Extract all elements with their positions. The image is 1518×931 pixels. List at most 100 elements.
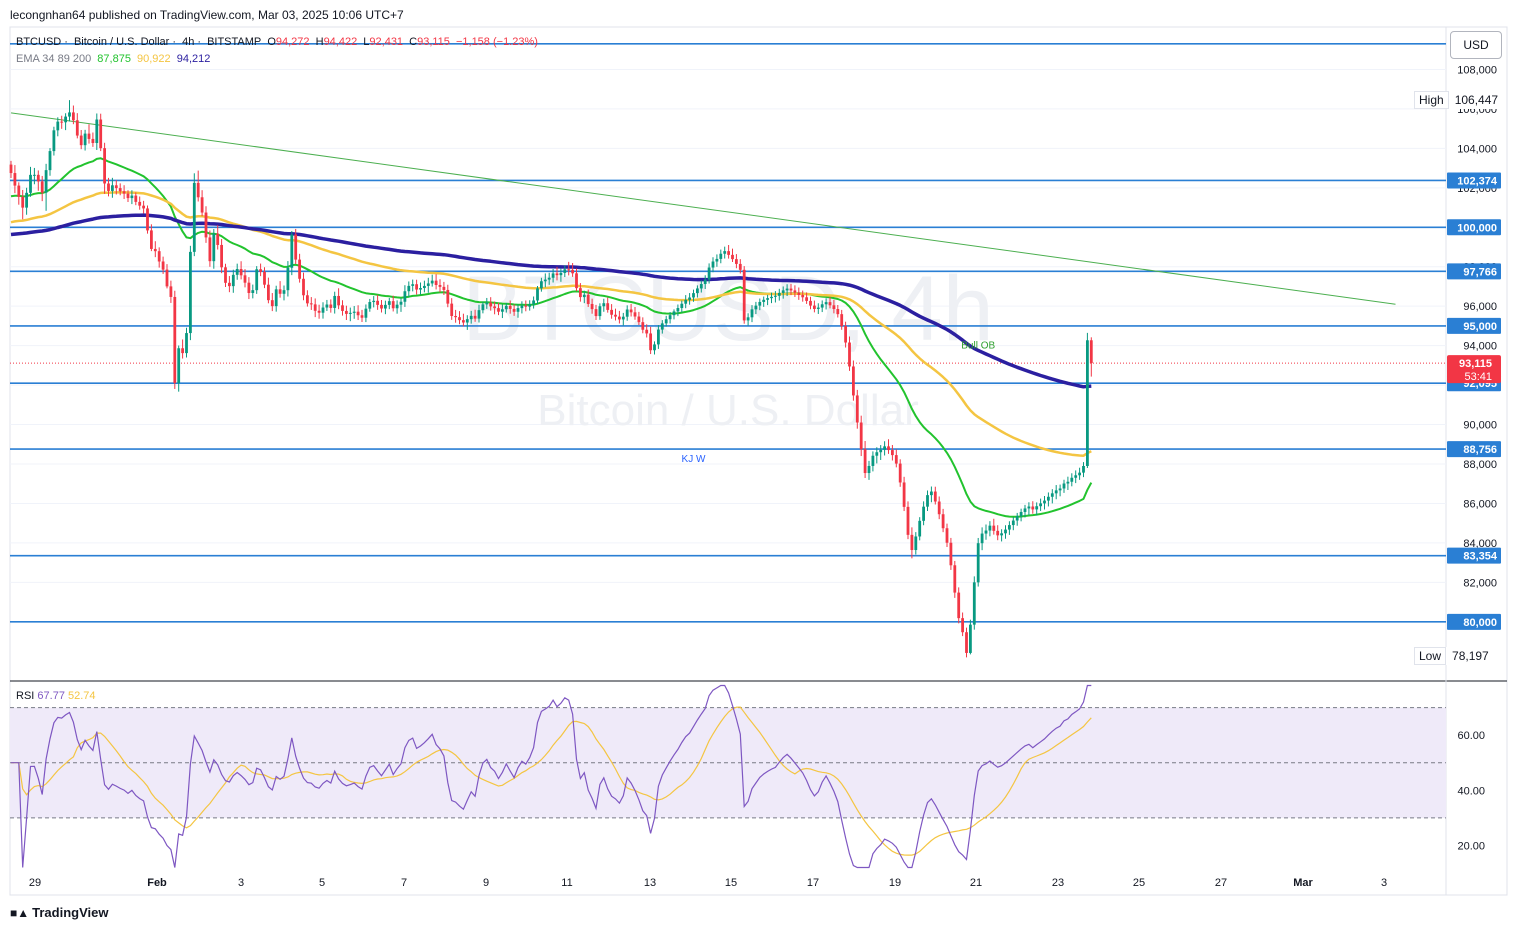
candle-body bbox=[493, 306, 496, 309]
candle-body bbox=[914, 536, 918, 551]
candle-body bbox=[267, 284, 270, 301]
candle-body bbox=[317, 310, 321, 313]
candle-body bbox=[501, 309, 504, 312]
currency-button[interactable]: USD bbox=[1450, 31, 1502, 59]
candle-body bbox=[173, 296, 177, 384]
rsi-value: 67.77 bbox=[37, 690, 65, 702]
candle-body bbox=[610, 309, 613, 315]
descending-trendline bbox=[10, 112, 1396, 305]
tradingview-footer[interactable]: ■▲ TradingView bbox=[10, 905, 108, 920]
candle-body bbox=[1089, 340, 1093, 364]
candle-body bbox=[274, 289, 278, 307]
candle-body bbox=[625, 309, 629, 317]
candle-body bbox=[150, 230, 153, 249]
candle-body bbox=[1074, 475, 1078, 478]
rsi-line bbox=[11, 684, 1092, 869]
candle-body bbox=[36, 174, 40, 182]
rsi-legend[interactable]: RSI 67.77 52.74 bbox=[16, 690, 96, 702]
candle-body bbox=[348, 312, 352, 314]
candle-body bbox=[56, 121, 60, 131]
candle-body bbox=[107, 183, 110, 191]
rsi-ma-line bbox=[11, 706, 1092, 856]
candle-body bbox=[79, 135, 83, 146]
rsi-label: RSI bbox=[16, 690, 35, 702]
candle-body bbox=[9, 164, 13, 174]
candle-body bbox=[996, 530, 1000, 536]
candle-body bbox=[594, 309, 598, 317]
candle-body bbox=[1050, 493, 1054, 497]
candle-body bbox=[341, 305, 344, 311]
candle-body bbox=[384, 304, 387, 309]
low-marker: Low 78,197 bbox=[1414, 647, 1489, 666]
level-price-text: 83,354 bbox=[1463, 551, 1498, 563]
ema-legend[interactable]: EMA 34 89 200 87,875 90,922 94,212 bbox=[16, 53, 213, 65]
candle-body bbox=[91, 138, 95, 144]
price-tick-label: 94,000 bbox=[1463, 341, 1497, 353]
candle-body bbox=[540, 281, 543, 289]
candle-body bbox=[228, 282, 231, 287]
candle-body bbox=[185, 333, 188, 354]
candle-body bbox=[235, 268, 239, 275]
candle-body bbox=[434, 280, 438, 285]
candle-body bbox=[618, 316, 621, 320]
candle-body bbox=[633, 312, 637, 317]
candle-body bbox=[719, 253, 723, 259]
open-value: 94,272 bbox=[275, 36, 310, 48]
candle-body bbox=[25, 192, 28, 208]
rsi-ma-value: 52.74 bbox=[68, 690, 96, 702]
candle-body bbox=[742, 269, 746, 321]
candle-body bbox=[750, 309, 754, 318]
candle-body bbox=[984, 530, 988, 534]
symbol-legend[interactable]: BTCUSD · Bitcoin / U.S. Dollar · 4h · BITST… bbox=[16, 36, 538, 48]
candle-body bbox=[231, 274, 235, 287]
candle-body bbox=[988, 525, 992, 531]
candle-body bbox=[224, 267, 227, 283]
time-tick-label: 11 bbox=[561, 877, 572, 889]
candle-body bbox=[126, 193, 130, 199]
candle-body bbox=[543, 279, 547, 282]
candle-body bbox=[629, 309, 633, 313]
candle-body bbox=[1000, 533, 1003, 536]
candle-body bbox=[103, 148, 106, 184]
candle-body bbox=[746, 317, 750, 321]
candle-body bbox=[450, 303, 454, 316]
time-tick-label: 13 bbox=[644, 877, 656, 889]
time-tick-label: Feb bbox=[147, 877, 167, 889]
watermark-ticker: BTCUSD, 4h bbox=[462, 258, 994, 360]
candle-body bbox=[930, 491, 933, 496]
time-tick-label: 17 bbox=[807, 877, 819, 889]
candle-body bbox=[645, 329, 649, 334]
candle-body bbox=[189, 251, 192, 334]
price-tick-label: 104,000 bbox=[1457, 143, 1497, 155]
level-price-text: 102,374 bbox=[1457, 175, 1498, 187]
candle-body bbox=[813, 305, 816, 309]
candle-body bbox=[559, 272, 563, 276]
horizontal-levels bbox=[10, 43, 1446, 623]
candle-body bbox=[563, 269, 567, 273]
candle-body bbox=[579, 288, 582, 298]
time-tick-label: 29 bbox=[29, 877, 41, 889]
ema89-value: 90,922 bbox=[137, 53, 171, 65]
tradingview-logo-icon: ■▲ bbox=[10, 906, 30, 920]
candle-body bbox=[1027, 506, 1031, 509]
ema34-line bbox=[10, 157, 1093, 518]
candle-body bbox=[442, 286, 446, 290]
candle-body bbox=[423, 285, 426, 289]
candle-body bbox=[95, 119, 99, 144]
candle-body bbox=[458, 317, 461, 321]
candle-body bbox=[1011, 520, 1015, 526]
candle-body bbox=[910, 534, 914, 551]
candle-body bbox=[259, 269, 262, 272]
candle-body bbox=[805, 297, 808, 301]
candle-body bbox=[75, 120, 79, 136]
candle-body bbox=[836, 309, 840, 315]
candle-body bbox=[567, 269, 571, 271]
candle-body bbox=[657, 329, 660, 345]
candle-body bbox=[797, 292, 801, 295]
ema89-line bbox=[10, 191, 1092, 457]
candle-body bbox=[754, 305, 758, 310]
candle-body bbox=[844, 326, 847, 343]
candle-body bbox=[352, 311, 356, 313]
candle-body bbox=[430, 280, 434, 284]
